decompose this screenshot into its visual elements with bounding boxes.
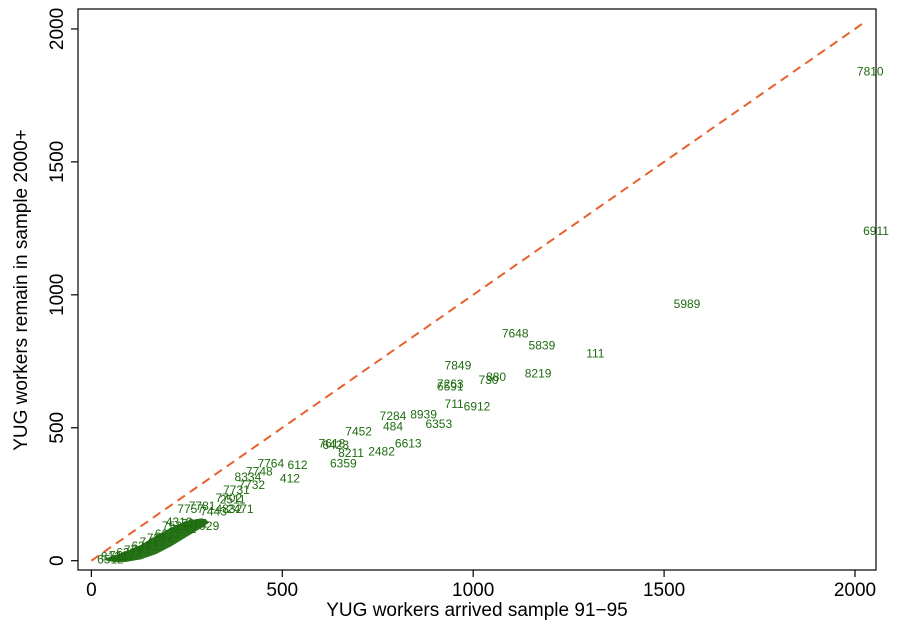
- dense-label-cluster: [106, 518, 210, 562]
- x-tick-label: 1000: [452, 580, 494, 601]
- y-axis-title: YUG workers remain in sample 2000+: [11, 129, 32, 451]
- point-label: 7929: [193, 519, 220, 533]
- x-tick-label: 2000: [834, 580, 876, 601]
- point-label: 7263: [437, 377, 464, 391]
- point-label: 8334: [235, 470, 262, 484]
- y-tick-label: 500: [47, 412, 68, 444]
- point-label: 6591: [437, 380, 464, 394]
- point-label: 6211: [155, 527, 181, 541]
- point-label: 6512: [97, 552, 124, 566]
- point-label: 7731: [223, 483, 250, 497]
- point-label: 5989: [674, 297, 701, 311]
- point-label: 4832: [215, 502, 242, 516]
- point-label: 7411: [140, 535, 166, 549]
- point-label: 7748: [246, 465, 273, 479]
- point-label: 4313: [166, 515, 193, 529]
- x-axis-title: YUG workers arrived sample 91−95: [326, 600, 628, 621]
- point-label: 7757: [177, 502, 204, 516]
- point-label: 880: [486, 370, 506, 384]
- y-tick-label: 1500: [47, 141, 68, 183]
- point-label: 6322: [116, 546, 143, 560]
- point-label: 8939: [410, 407, 437, 421]
- point-label: 7741: [124, 543, 151, 557]
- x-tick-label: 500: [266, 580, 298, 601]
- x-tick-label: 0: [86, 580, 97, 601]
- point-label: 111: [586, 346, 605, 360]
- point-label: 7648: [502, 326, 529, 340]
- point-label: 7618: [319, 437, 346, 451]
- point-label: 7522: [162, 519, 189, 533]
- point-label: 7810: [857, 64, 884, 78]
- point-label: 6912: [464, 399, 491, 413]
- point-label: 484: [383, 419, 403, 433]
- point-label: 6341: [131, 539, 158, 553]
- x-tick-label: 1500: [643, 580, 685, 601]
- point-label: 6353: [425, 417, 452, 431]
- y-tick-label: 0: [47, 555, 68, 566]
- point-label: 2471: [227, 502, 254, 516]
- point-label: 8219: [525, 366, 552, 380]
- plot-frame: [77, 8, 877, 571]
- point-label: 8123: [101, 550, 128, 564]
- point-label: 7781: [189, 499, 216, 513]
- point-label: 730: [478, 373, 498, 387]
- point-label: 7732: [238, 478, 265, 492]
- point-label: 7764: [257, 457, 284, 471]
- point-label: 8211: [338, 446, 364, 460]
- point-label: 7702: [215, 491, 242, 505]
- point-label: 6423: [322, 438, 349, 452]
- point-label: 6242: [170, 522, 197, 536]
- point-label: 7282: [181, 516, 208, 530]
- axes: 0 500 1000 1500 2000 0 500 1000 1500 2000: [47, 8, 876, 601]
- point-label: 7452: [345, 425, 372, 439]
- reference-line: [90, 21, 866, 562]
- point-label: 412: [280, 471, 300, 485]
- point-label: 7284: [380, 409, 407, 423]
- plot-area: 7810691159897648583911178498219880730726…: [90, 21, 889, 566]
- point-label: 711: [445, 397, 464, 411]
- point-label: 6359: [330, 457, 357, 471]
- point-label: 7112: [109, 548, 135, 562]
- point-label: 7443: [200, 505, 227, 519]
- point-label: 7332: [147, 531, 174, 545]
- point-label: 6613: [395, 437, 422, 451]
- y-tick-label: 1000: [47, 274, 68, 316]
- point-label: 2482: [368, 445, 395, 459]
- point-label: 2511: [220, 493, 246, 507]
- y-tick-label: 2000: [47, 8, 68, 50]
- point-label: 5839: [529, 338, 556, 352]
- point-label: 7849: [445, 358, 472, 372]
- point-label: 612: [288, 458, 308, 472]
